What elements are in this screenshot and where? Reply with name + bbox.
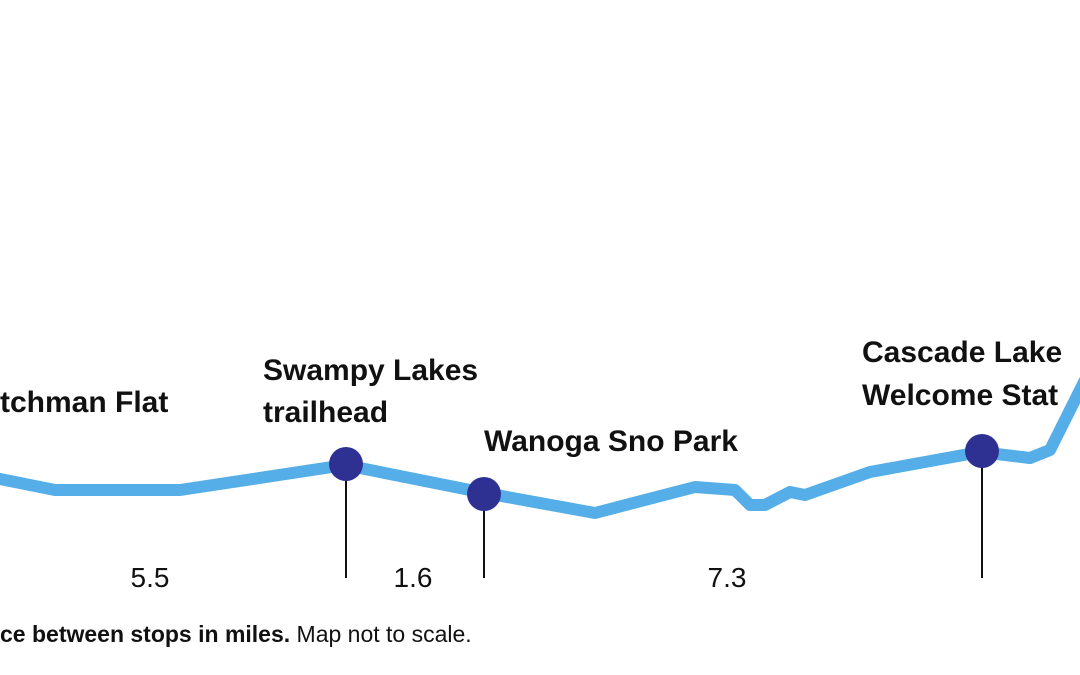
route-line bbox=[0, 377, 1080, 519]
stop-label: tchman Flat bbox=[0, 386, 168, 419]
stop-dot bbox=[329, 447, 363, 481]
distance: 1.6 bbox=[394, 562, 433, 593]
stop-label: Swampy Lakes bbox=[263, 354, 478, 387]
stop-label: Cascade Lake bbox=[862, 336, 1062, 369]
stop-dot bbox=[467, 477, 501, 511]
footnote-text: Map not to scale. bbox=[297, 621, 472, 647]
footnote: ce between stops in miles. Map not to sc… bbox=[0, 621, 472, 647]
stop-dot bbox=[965, 434, 999, 468]
stop-label: Welcome Stat bbox=[862, 379, 1058, 412]
stop-label: Wanoga Sno Park bbox=[484, 425, 738, 458]
stop-label: trailhead bbox=[263, 396, 388, 429]
distance: 5.5 bbox=[131, 562, 170, 593]
distance: 7.3 bbox=[708, 562, 747, 593]
stops bbox=[329, 434, 999, 511]
footnote-bold: ce between stops in miles. bbox=[0, 621, 290, 647]
